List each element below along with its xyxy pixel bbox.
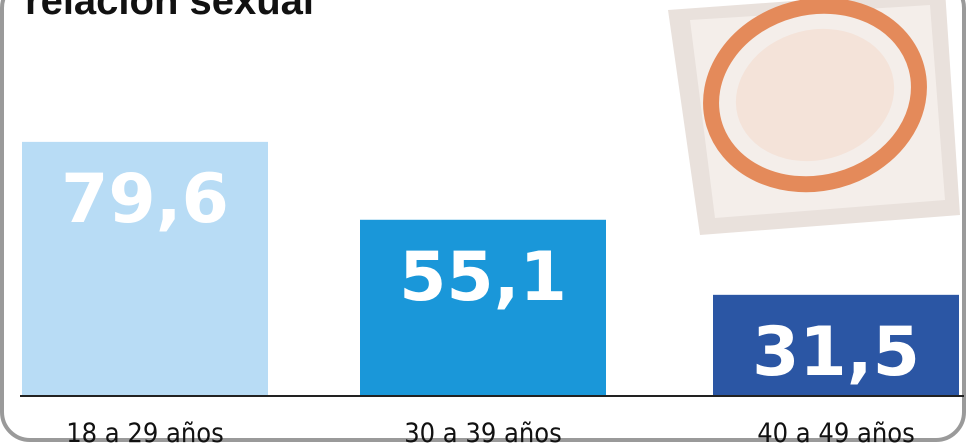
chart: relación sexual 79,6 18 a 29 años 55,1 30 a…: [0, 0, 966, 445]
x-tick-label: 18 a 29 años: [66, 418, 224, 445]
x-tick-label: 30 a 39 años: [404, 418, 562, 445]
value-label: 55,1: [399, 238, 567, 317]
value-label: 79,6: [61, 160, 229, 239]
chart-title: relación sexual: [25, 0, 314, 23]
x-tick-label: 40 a 49 años: [757, 418, 915, 445]
condom-illustration: [668, 0, 960, 235]
value-label: 31,5: [752, 313, 920, 392]
